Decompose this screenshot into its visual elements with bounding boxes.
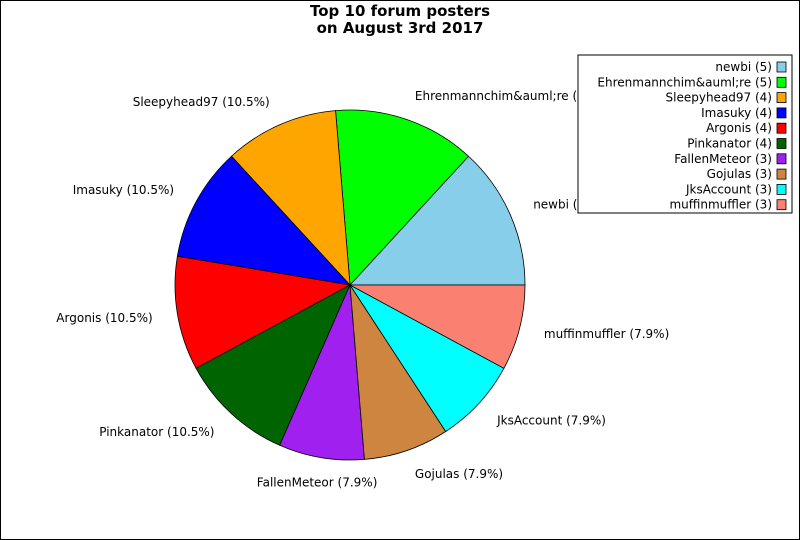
legend-label-7: Gojulas (3) xyxy=(707,167,772,181)
legend-swatch-2 xyxy=(776,92,787,103)
legend-label-9: muffinmuffler (3) xyxy=(669,198,772,212)
slice-label-6: FallenMeteor (7.9%) xyxy=(257,475,378,489)
pie-slice-0 xyxy=(349,155,526,286)
legend-label-6: FallenMeteor (3) xyxy=(674,152,772,166)
legend-swatch-1 xyxy=(776,76,787,88)
slice-label-7: Gojulas (7.9%) xyxy=(415,467,503,481)
legend: newbi (5)Ehrenmannchim&auml;re (5) Sleepy… xyxy=(577,54,793,214)
pie-slice-4 xyxy=(174,255,352,369)
legend-swatch-9 xyxy=(776,199,787,211)
legend-label-5: Pinkanator (4) xyxy=(687,137,772,151)
slice-label-3: Imasuky (10.5%) xyxy=(73,183,174,197)
slice-label-9: muffinmuffler (7.9%) xyxy=(544,327,669,341)
legend-label-0: newbi (5) xyxy=(715,60,772,74)
legend-swatch-4 xyxy=(776,122,787,134)
legend-swatch-3 xyxy=(776,107,787,119)
chart-title: Top 10 forum posters on August 3rd 2017 xyxy=(0,3,800,37)
slice-label-8: JksAccount (7.9%) xyxy=(496,414,606,428)
chart-title-line-1: Top 10 forum posters xyxy=(310,2,490,20)
legend-label-1: Ehrenmannchim&auml;re (5) xyxy=(597,75,772,89)
pie-slice-3 xyxy=(176,155,352,286)
pie-labels: newbi (13.2%)Ehrenmannchim&auml;re (13.2… xyxy=(56,89,669,489)
slice-label-5: Pinkanator (10.5%) xyxy=(99,425,214,439)
pie-slice-1 xyxy=(335,109,470,286)
legend-label-3: Imasuky (4) xyxy=(701,106,772,120)
legend-box xyxy=(577,54,793,214)
slice-label-1: Ehrenmannchim&auml;re (13.2%) xyxy=(415,89,620,103)
pie-slice-5 xyxy=(195,284,351,446)
pie-slice-2 xyxy=(230,110,351,287)
legend-swatch-5 xyxy=(776,138,787,149)
legend-swatch-6 xyxy=(776,153,787,165)
legend-swatch-0 xyxy=(776,61,787,73)
pie-slice-9 xyxy=(349,284,526,369)
chart-title-line-2: on August 3rd 2017 xyxy=(316,19,484,37)
legend-label-4: Argonis (4) xyxy=(706,121,772,135)
legend-label-8: JksAccount (3) xyxy=(685,182,772,196)
legend-swatch-8 xyxy=(776,183,787,195)
pie-slices xyxy=(174,109,526,461)
slice-label-4: Argonis (10.5%) xyxy=(56,311,152,325)
legend-swatch-7 xyxy=(776,168,787,180)
slice-label-2: Sleepyhead97 (10.5%) xyxy=(133,95,270,109)
legend-label-2: Sleepyhead97 (4) xyxy=(666,91,772,105)
